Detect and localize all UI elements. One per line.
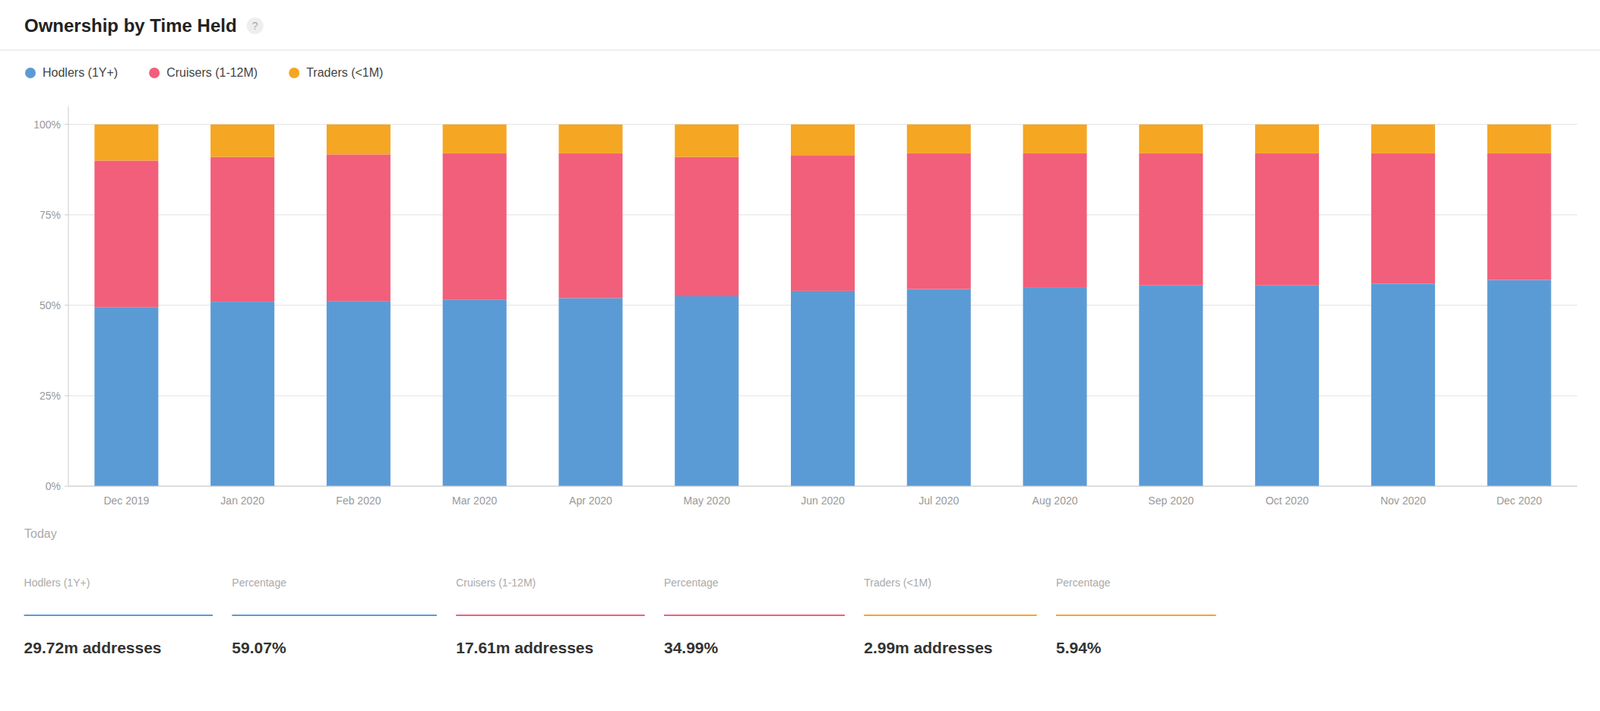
bar-segment xyxy=(790,154,855,291)
grid xyxy=(68,124,1578,487)
y-tick-label: 25% xyxy=(39,389,61,402)
bar-segment xyxy=(326,154,391,301)
bar-segment xyxy=(1138,153,1203,286)
bar-segment xyxy=(1255,285,1319,487)
x-axis xyxy=(68,486,1578,487)
separator xyxy=(0,50,1600,51)
stats-label: Today xyxy=(24,527,57,541)
x-tick-label: Dec 2019 xyxy=(103,494,149,507)
legend-entry: Hodlers (1Y+) xyxy=(42,66,118,80)
legend-swatch xyxy=(25,67,36,79)
bar-segment xyxy=(1255,124,1319,154)
bar-segment xyxy=(1487,280,1552,487)
bar-segment xyxy=(442,124,507,154)
x-tick-label: Mar 2020 xyxy=(452,494,497,507)
badge-circle xyxy=(246,17,264,35)
bar-segment xyxy=(674,157,739,297)
x-tick-label: Sep 2020 xyxy=(1147,494,1194,507)
x-tick-label: Nov 2020 xyxy=(1380,494,1427,507)
y-tick-label: 75% xyxy=(39,208,61,222)
x-tick-label: Dec 2020 xyxy=(1496,494,1543,507)
bar-segment xyxy=(558,153,623,298)
stats-underline xyxy=(24,614,214,617)
y-tick xyxy=(64,486,69,487)
bar-segment xyxy=(1487,124,1552,154)
stats-value: 59.07% xyxy=(231,638,287,657)
stats-header: Hodlers (1Y+) xyxy=(24,576,91,589)
stats-value: 2.99m addresses xyxy=(863,638,993,657)
legend-entry: Traders (<1M) xyxy=(306,66,383,80)
bar-segment xyxy=(210,157,275,302)
bar-segment xyxy=(326,124,391,155)
chart: Ownership by Time Held? Hodlers (1Y+) Crui… xyxy=(0,0,1600,711)
bar-segment xyxy=(442,153,507,301)
bar-segment xyxy=(1371,153,1436,284)
y-tick xyxy=(64,304,69,306)
stats-underline xyxy=(231,614,437,617)
badge: ? xyxy=(252,19,259,32)
x-tick-label: May 2020 xyxy=(683,494,731,507)
stats-value: 29.72m addresses xyxy=(24,638,162,657)
stats-value: 17.61m addresses xyxy=(455,638,594,657)
x-tick-label: Jul 2020 xyxy=(918,494,959,507)
bar-segment xyxy=(674,124,739,158)
bar-segment xyxy=(1023,124,1088,154)
bar-segment xyxy=(1138,285,1203,487)
y-tick-label: 50% xyxy=(39,299,61,312)
bar-segment xyxy=(674,296,739,487)
bar-segment xyxy=(1023,153,1088,288)
stats-value: 5.94% xyxy=(1056,638,1102,657)
y-tick xyxy=(64,123,69,125)
bar-segment xyxy=(907,288,971,487)
x-tick-label: Apr 2020 xyxy=(569,494,613,507)
bar-segment xyxy=(1255,153,1319,286)
bar-segment xyxy=(210,301,275,487)
stats-underline xyxy=(863,614,1037,617)
stats-header: Percentage xyxy=(1056,576,1111,589)
legend-entry: Cruisers (1-12M) xyxy=(166,66,258,80)
bar-segment xyxy=(94,306,159,487)
x-tick-label: Jun 2020 xyxy=(800,494,845,507)
bar-segment xyxy=(558,297,623,487)
bar-segment xyxy=(790,124,855,155)
y-tick-label: 100% xyxy=(33,118,61,131)
bar-segment xyxy=(94,160,159,307)
bar-segment xyxy=(1023,287,1088,487)
bar-segment xyxy=(790,290,855,487)
bar-segment xyxy=(1138,124,1203,154)
stats-header: Cruisers (1-12M) xyxy=(455,576,536,589)
y-axis xyxy=(68,106,70,487)
y-tick xyxy=(64,214,69,216)
legend-swatch xyxy=(148,67,160,79)
stats-value: 34.99% xyxy=(664,638,719,657)
bars xyxy=(94,124,1551,487)
bar-segment xyxy=(558,124,623,154)
y-tick xyxy=(64,395,69,396)
x-tick-label: Aug 2020 xyxy=(1032,494,1079,507)
grid-line xyxy=(68,486,1578,487)
stats-header: Percentage xyxy=(664,576,719,589)
title: Ownership by Time Held xyxy=(24,15,238,36)
stats-underline xyxy=(664,614,845,617)
legend-swatch xyxy=(288,67,300,79)
stats-underline xyxy=(1056,614,1217,617)
x-tick-label: Feb 2020 xyxy=(335,494,381,507)
bar-segment xyxy=(1371,283,1436,487)
bar-segment xyxy=(907,153,971,290)
background xyxy=(0,0,1600,711)
y-tick-label: 0% xyxy=(45,480,61,493)
bar-segment xyxy=(94,124,159,162)
x-tick-label: Oct 2020 xyxy=(1265,494,1310,507)
bar-segment xyxy=(1487,153,1552,281)
stats-header: Traders (<1M) xyxy=(863,576,932,589)
bar-segment xyxy=(907,124,971,154)
x-tick-label: Jan 2020 xyxy=(220,494,265,507)
bar-segment xyxy=(326,300,391,487)
stats-header: Percentage xyxy=(231,576,287,589)
stats-underline xyxy=(455,614,646,617)
bar-segment xyxy=(210,124,275,158)
bar-segment xyxy=(1371,124,1436,154)
bar-segment xyxy=(442,300,507,487)
